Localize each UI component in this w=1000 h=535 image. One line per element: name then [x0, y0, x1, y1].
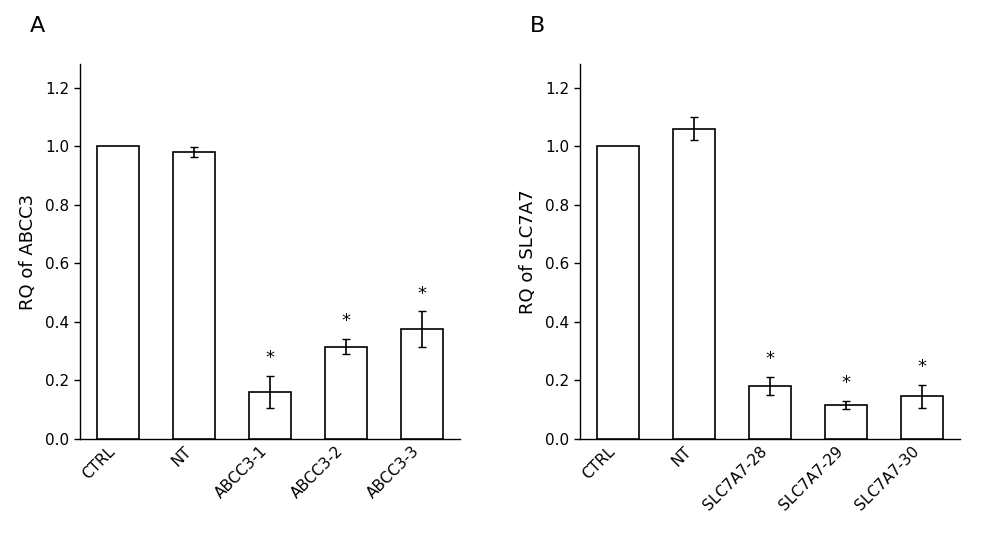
Y-axis label: RQ of SLC7A7: RQ of SLC7A7 — [519, 189, 537, 314]
Bar — [401, 329, 443, 439]
Bar — [825, 405, 867, 439]
Text: *: * — [342, 312, 351, 331]
Text: *: * — [766, 350, 774, 369]
Text: *: * — [418, 285, 426, 303]
Bar — [597, 146, 639, 439]
Bar — [173, 152, 215, 439]
Bar — [749, 386, 791, 439]
Text: *: * — [842, 374, 850, 392]
Y-axis label: RQ of ABCC3: RQ of ABCC3 — [19, 193, 37, 310]
Bar — [673, 128, 715, 439]
Bar — [97, 146, 139, 439]
Bar — [325, 347, 367, 439]
Text: *: * — [918, 358, 926, 376]
Text: A: A — [30, 16, 45, 36]
Text: *: * — [266, 349, 274, 367]
Bar — [901, 396, 943, 439]
Bar — [249, 392, 291, 439]
Text: B: B — [530, 16, 545, 36]
